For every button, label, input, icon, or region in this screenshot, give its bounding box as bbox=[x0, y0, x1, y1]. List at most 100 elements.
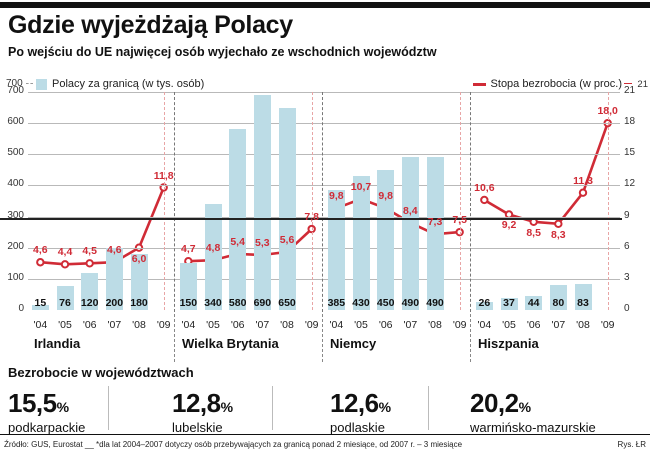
group-separator bbox=[322, 92, 323, 317]
bar-value-label: 490 bbox=[426, 297, 444, 309]
line-value-label: 6,0 bbox=[131, 252, 147, 265]
stat-percent-sign: % bbox=[378, 399, 392, 415]
line-value-label: 5,4 bbox=[230, 235, 245, 248]
chart-plot-area bbox=[28, 92, 620, 317]
year-09-marker-line bbox=[607, 92, 609, 310]
y-tick-label-left: 0 bbox=[18, 303, 24, 314]
bar bbox=[401, 157, 419, 310]
x-tick-label: '07 bbox=[107, 319, 122, 331]
bar bbox=[352, 176, 370, 310]
page-subtitle: Po wejściu do UE najwięcej osób wyjechał… bbox=[8, 45, 437, 59]
line-value-label: 9,8 bbox=[378, 190, 393, 203]
bar bbox=[377, 169, 395, 310]
stat-percent-sign: % bbox=[518, 399, 532, 415]
bar bbox=[253, 95, 271, 310]
footer-rule bbox=[0, 434, 650, 435]
x-tick-label: '04 bbox=[477, 319, 492, 331]
stat-region: lubelskie bbox=[172, 420, 223, 435]
x-tick-label: '05 bbox=[502, 319, 516, 331]
group-separator-lower bbox=[470, 314, 471, 362]
bar-value-label: 385 bbox=[327, 297, 346, 309]
legend-line: Stopa bezrobocia (w proc.) bbox=[472, 78, 622, 90]
x-tick-label: '04 bbox=[329, 319, 344, 331]
group-separator bbox=[174, 92, 175, 317]
y-tick-label-right: 3 bbox=[624, 271, 630, 283]
x-tick-label: '09 bbox=[156, 319, 171, 331]
bar-value-label: 650 bbox=[278, 297, 296, 309]
x-tick-label: '08 bbox=[132, 319, 146, 331]
y-tick-label-left: 300 bbox=[7, 209, 24, 221]
line-value-label: 11,8 bbox=[153, 169, 174, 182]
y-tick-label-right: 12 bbox=[624, 178, 636, 190]
x-tick-label: '04 bbox=[181, 319, 196, 331]
x-tick-label: '07 bbox=[551, 319, 566, 331]
line-data-point bbox=[36, 258, 45, 267]
unemployment-line bbox=[483, 122, 609, 226]
year-09-marker-line bbox=[163, 92, 165, 310]
y-tick-label-right: 18 bbox=[624, 116, 636, 128]
line-value-label: 5,6 bbox=[279, 233, 295, 246]
x-tick-label: '07 bbox=[255, 319, 270, 331]
credit-note: Rys. ŁR bbox=[617, 440, 646, 449]
line-value-label: 11,3 bbox=[573, 174, 593, 187]
line-value-label: 4,5 bbox=[82, 245, 97, 258]
grid-line bbox=[28, 185, 620, 187]
group-separator-lower bbox=[322, 314, 323, 362]
line-value-label: 4,8 bbox=[205, 242, 221, 255]
stat-region: warmińsko-mazurskie bbox=[470, 420, 596, 435]
x-tick-label: '08 bbox=[576, 319, 590, 331]
x-tick-label: '08 bbox=[280, 319, 294, 331]
line-value-label: 8,3 bbox=[551, 228, 566, 241]
line-value-label: 9,8 bbox=[329, 190, 344, 203]
line-value-label: 8,4 bbox=[403, 204, 418, 217]
grid-line bbox=[28, 216, 620, 218]
grid-line bbox=[28, 123, 620, 125]
stat-value: 20,2 bbox=[470, 388, 519, 418]
bar bbox=[81, 272, 99, 310]
line-swatch-icon bbox=[472, 82, 486, 86]
bar-value-label: 450 bbox=[376, 297, 395, 309]
year-09-marker-line bbox=[459, 92, 461, 310]
grid-line bbox=[28, 278, 620, 280]
grid-line bbox=[28, 247, 620, 249]
group-name-label: Hiszpania bbox=[478, 336, 539, 351]
line-value-label: 7,8 bbox=[304, 211, 319, 224]
top-rule bbox=[0, 2, 650, 8]
legend-dash-left bbox=[26, 83, 33, 85]
bar-value-label: 690 bbox=[253, 297, 272, 309]
bar-value-label: 120 bbox=[80, 297, 99, 309]
y-tick-label-left: 400 bbox=[7, 178, 24, 190]
stat-percent-sign: % bbox=[220, 399, 234, 415]
bar bbox=[31, 305, 49, 310]
x-tick-label: '08 bbox=[428, 319, 442, 331]
x-tick-label: '05 bbox=[206, 319, 220, 331]
stat-region: podlaskie bbox=[330, 420, 385, 435]
group-name-label: Niemcy bbox=[330, 336, 377, 351]
x-tick-label: '05 bbox=[354, 319, 368, 331]
line-value-label: 5,3 bbox=[255, 236, 270, 249]
stat-divider bbox=[108, 386, 109, 430]
legend-bars-label: Polacy za granicą (w tys. osób) bbox=[52, 78, 205, 90]
x-tick-label: '06 bbox=[230, 319, 245, 331]
line-data-point bbox=[85, 259, 94, 268]
y-tick-label-left: 700 bbox=[7, 85, 24, 96]
x-tick-label: '09 bbox=[452, 319, 467, 331]
x-tick-label: '04 bbox=[33, 319, 48, 331]
x-tick-label: '05 bbox=[58, 319, 72, 331]
bar bbox=[549, 285, 567, 310]
line-value-label: 8,5 bbox=[526, 226, 541, 239]
y-tick-label-left: 100 bbox=[7, 271, 24, 283]
bar-value-label: 200 bbox=[105, 297, 124, 309]
line-data-point bbox=[504, 210, 514, 219]
stat-value: 15,5 bbox=[8, 388, 57, 418]
bar-value-label: 44 bbox=[527, 297, 540, 309]
y-axis-max-left: 700 bbox=[6, 78, 23, 89]
bar bbox=[204, 204, 222, 310]
bar-value-label: 26 bbox=[478, 297, 491, 309]
unemployment-stat: 15,5% podkarpackie bbox=[8, 388, 85, 435]
bar-value-label: 180 bbox=[130, 297, 148, 309]
x-tick-label: '06 bbox=[378, 319, 393, 331]
bar bbox=[525, 296, 543, 310]
bar-value-label: 430 bbox=[352, 297, 370, 309]
bar-value-label: 37 bbox=[503, 297, 515, 309]
